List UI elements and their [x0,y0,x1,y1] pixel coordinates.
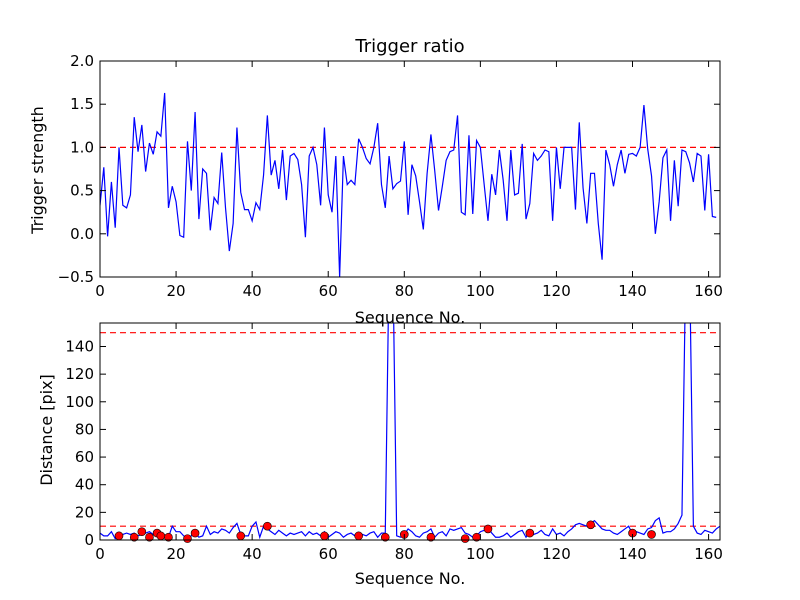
distance-chart: Distance [pix] Sequence No. 0 20 40 60 80 100… [37,322,723,588]
y-tick-label: 40 [75,476,94,494]
marker-point [236,531,246,541]
x-tick-label: 20 [167,282,186,300]
x-tick-label: 40 [243,545,262,563]
y-tick-label: 120 [65,365,94,383]
y-axis-label: Trigger strength [28,106,47,235]
marker-point [483,524,493,534]
series-line [100,323,720,540]
x-tick-label: 0 [95,545,105,563]
marker-point [145,532,154,542]
plot-area: 0 20 40 60 80 100 120 140 160 0 20 40 60 80 100 120 140 [65,322,723,563]
y-tick-label: 1.5 [70,95,94,113]
marker-point [190,528,200,538]
x-tick-label: 20 [167,545,186,563]
x-tick-label: 160 [694,545,723,563]
chart-title: Trigger ratio [354,36,464,57]
marker-point [525,528,535,538]
marker-point [380,532,390,542]
marker-point [183,534,192,543]
marker-point [263,521,272,531]
x-tick-label: 80 [395,282,414,300]
marker-point [156,531,166,541]
x-tick-label: 120 [542,282,571,300]
marker-point [460,534,470,543]
marker-point [129,532,139,542]
x-tick-label: 60 [319,545,338,563]
y-tick-label: 60 [75,448,94,466]
trigger-ratio-chart: Trigger ratio Trigger strength Sequence … [28,36,723,327]
x-tick-label: 160 [694,282,723,300]
marker-point [137,527,147,537]
x-tick-label: 40 [243,282,262,300]
plot-frame [99,322,721,541]
marker-point [426,532,436,542]
x-tick-label: 80 [395,545,414,563]
x-tick-label: 140 [618,282,647,300]
y-tick-label: 0.5 [70,182,94,200]
marker-point [114,531,124,541]
y-tick-label: 0.0 [70,225,94,243]
plot-area: 0 20 40 60 80 100 120 140 160 −0.5 0.0 0.5 1.0 1.5 2.0 [58,52,723,300]
y-tick-label: 140 [65,337,94,355]
x-tick-label: 100 [466,545,495,563]
series-line [100,92,717,277]
marker-point [320,531,329,541]
y-tick-label: 1.0 [70,138,94,156]
y-tick-label: 0 [84,531,94,549]
y-axis-label: Distance [pix] [37,374,56,486]
x-axis-label: Sequence No. [355,308,466,327]
x-tick-label: 60 [319,282,338,300]
marker-point [586,520,595,530]
marker-point [354,531,363,541]
y-tick-label: 20 [75,503,94,521]
x-tick-label: 120 [542,545,571,563]
plot-frame [99,60,721,278]
marker-point [164,532,173,542]
y-tick-label: −0.5 [58,268,94,286]
x-axis-label: Sequence No. [355,569,466,588]
y-tick-label: 80 [75,420,94,438]
x-tick-label: 100 [466,282,495,300]
marker-point [647,530,656,539]
x-tick-label: 0 [95,282,105,300]
x-tick-label: 140 [618,545,647,563]
y-tick-label: 100 [65,393,94,411]
y-tick-label: 2.0 [70,52,94,70]
